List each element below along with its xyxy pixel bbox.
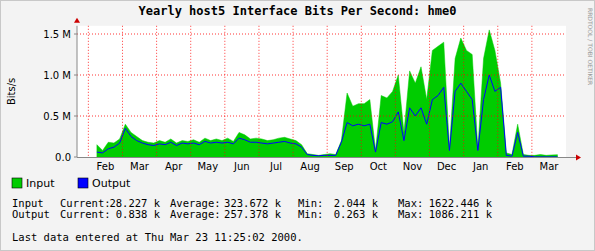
y-tick <box>74 116 77 117</box>
x-grid <box>429 26 430 157</box>
y-tick-label: 1.0 M <box>43 70 71 81</box>
x-grid <box>531 26 532 157</box>
background <box>1 1 595 251</box>
x-arrow <box>576 155 581 161</box>
x-tick-label: Jul <box>269 161 282 172</box>
title: Yearly host5 Interface Bits Per Second: … <box>139 4 457 18</box>
x-tick-label: Jun <box>233 161 250 172</box>
y-tick <box>74 34 77 35</box>
y-tick <box>74 75 77 76</box>
x-tick-label: Mar <box>540 161 560 172</box>
y-grid <box>77 116 566 117</box>
x-tick-label: Nov <box>403 161 423 172</box>
x-grid <box>395 26 396 157</box>
y-tick-label: 0.0 <box>55 152 71 163</box>
x-tick-label: Mar <box>130 161 150 172</box>
y-tick <box>74 157 77 158</box>
x-grid <box>293 26 294 157</box>
stats-header: Min: <box>298 208 323 220</box>
y-axis <box>77 26 78 157</box>
stats-value: 1086.211 k <box>429 208 493 220</box>
y-axis-label: Bits/s <box>6 78 17 105</box>
legend-label: Output <box>92 177 131 190</box>
x-grid <box>88 26 89 157</box>
x-tick-label: Jan <box>472 161 488 172</box>
data-group <box>97 30 558 157</box>
plot-area <box>77 26 566 157</box>
x-grid <box>224 26 225 157</box>
x-tick-label: Dec <box>437 161 456 172</box>
x-tick-label: Feb <box>97 161 115 172</box>
stats-value: 0.838 k <box>116 208 161 220</box>
legend-label: Input <box>26 177 55 190</box>
y-arrow <box>74 18 80 23</box>
stats-header: Current: <box>60 208 111 220</box>
x-grid <box>122 26 123 157</box>
chart: Yearly host5 Interface Bits Per Second: … <box>0 0 595 251</box>
stats-value: 257.378 k <box>224 208 282 220</box>
legend-swatch <box>12 178 22 188</box>
x-tick-label: Apr <box>165 161 183 172</box>
stats-header: Max: <box>398 208 423 220</box>
x-grid <box>190 26 191 157</box>
legend-swatch <box>78 178 88 188</box>
y-grid <box>77 34 566 35</box>
x-grid <box>258 26 259 157</box>
y-tick-label: 0.5 M <box>43 111 71 122</box>
x-tick-label: Feb <box>506 161 524 172</box>
stats-header: Average: <box>170 208 221 220</box>
stats-name: Output <box>12 208 50 220</box>
x-tick-label: Oct <box>370 161 387 172</box>
x-grid <box>327 26 328 157</box>
x-grid <box>463 26 464 157</box>
y-grid <box>77 75 566 76</box>
x-grid <box>361 26 362 157</box>
y-tick-label: 1.5 M <box>43 29 71 40</box>
x-grid <box>497 26 498 157</box>
x-tick-label: May <box>197 161 218 172</box>
side-text: RRDTOOL / TOBI OETIKER <box>587 8 594 85</box>
stats-value: 0.263 k <box>334 208 379 220</box>
x-tick-label: Sep <box>335 161 354 172</box>
x-grid <box>156 26 157 157</box>
input-area <box>97 30 558 157</box>
x-axis <box>77 157 576 158</box>
footer: Last data entered at Thu Mar 23 11:25:02… <box>12 231 303 243</box>
x-tick-label: Aug <box>300 161 320 172</box>
